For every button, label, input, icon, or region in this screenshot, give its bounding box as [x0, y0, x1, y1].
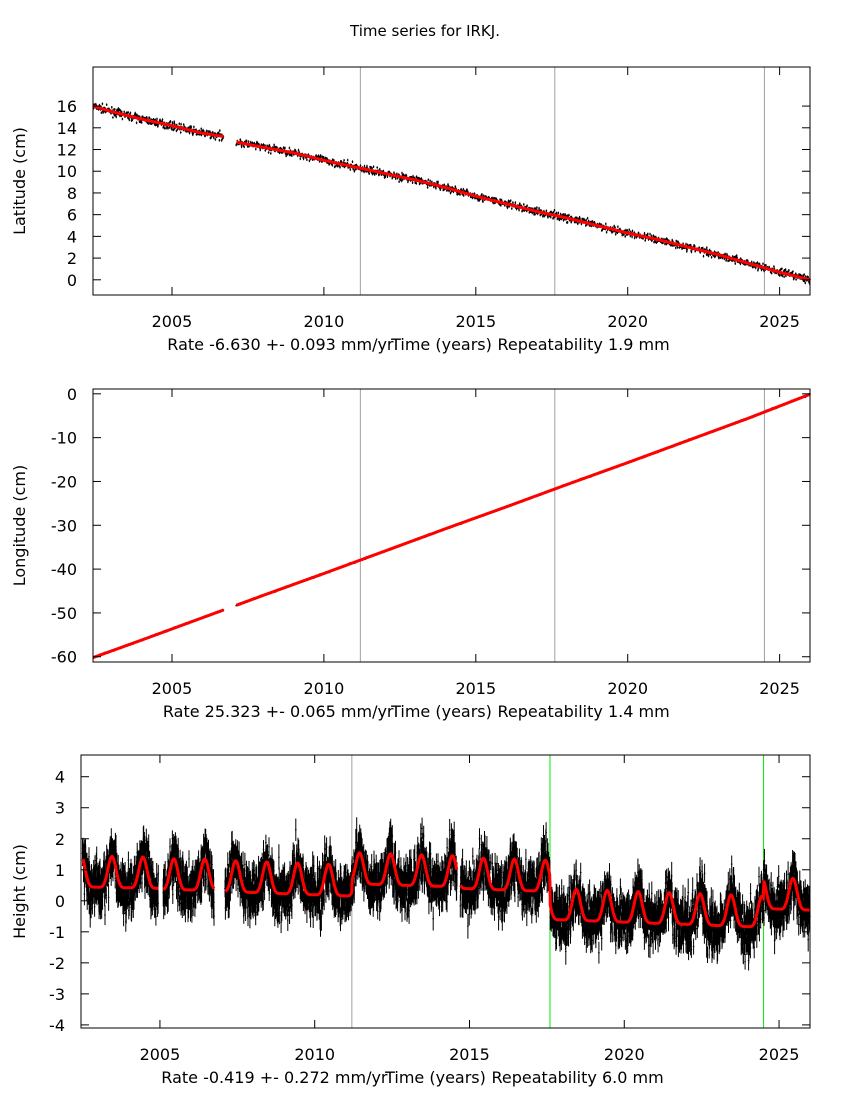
fit-line [92, 392, 811, 660]
y-tick-label: 2 [67, 249, 77, 268]
rate-label: Rate -0.419 +- 0.272 mm/yr [161, 1068, 388, 1087]
y-tick-label: 14 [57, 119, 77, 138]
repeatability-label: Repeatability 6.0 mm [492, 1068, 664, 1087]
y-tick-label: 0 [67, 271, 77, 290]
x-tick-label: 2020 [604, 1045, 645, 1064]
plot-frame [92, 66, 811, 296]
y-tick-label: 1 [55, 861, 65, 880]
y-tick-label: 12 [57, 141, 77, 160]
repeatability-label: Repeatability 1.9 mm [498, 335, 670, 354]
x-tick-label: 2005 [152, 679, 193, 698]
x-tick-label: 2015 [449, 1045, 490, 1064]
y-tick-label: 6 [67, 206, 77, 225]
y-tick-label: 8 [67, 184, 77, 203]
x-tick-label: 2015 [455, 312, 496, 331]
x-tick-label: 2015 [455, 679, 496, 698]
y-tick-label: 3 [55, 799, 65, 818]
panel-2: 2005 2010 2015 2020 2025 -4 -3 -2 -1 0 1 2 3 4 Height … [10, 754, 811, 1087]
plot-frame [80, 754, 811, 1029]
x-tick-label: 2020 [607, 679, 648, 698]
y-tick-label: -30 [51, 516, 77, 535]
y-tick-label: 4 [67, 227, 77, 246]
y-tick-label: 4 [55, 768, 65, 787]
figure-title: Time series for IRKJ. [350, 22, 500, 40]
repeatability-label: Repeatability 1.4 mm [498, 702, 670, 721]
x-tick-label: 2010 [304, 679, 345, 698]
panel-1: 2005 2010 2015 2020 2025 -60 -50 -40 -30 -20 -10 0 L… [10, 385, 811, 721]
data-points [92, 102, 811, 285]
y-tick-label: -1 [49, 923, 65, 942]
y-axis-label: Height (cm) [10, 844, 29, 939]
fit-line [92, 104, 811, 282]
panel-0: 2005 2010 2015 2020 2025 0 2 4 6 8 10 12 14 16 Latitud… [10, 66, 811, 354]
x-axis-label: Time (years) [384, 1068, 486, 1087]
y-tick-label: 16 [57, 97, 77, 116]
x-tick-label: 2010 [294, 1045, 335, 1064]
y-tick-label: 0 [55, 892, 65, 911]
x-axis-label: Time (years) [390, 702, 492, 721]
y-tick-label: 2 [55, 830, 65, 849]
y-tick-label: -50 [51, 604, 77, 623]
x-tick-label: 2020 [607, 312, 648, 331]
x-tick-label: 2005 [140, 1045, 181, 1064]
y-tick-label: -3 [49, 985, 65, 1004]
rate-label: Rate -6.630 +- 0.093 mm/yr [167, 335, 394, 354]
x-axis-label: Time (years) [390, 335, 492, 354]
x-tick-label: 2010 [304, 312, 345, 331]
data-points [81, 817, 811, 971]
fit-line [81, 851, 810, 929]
y-tick-label: -20 [51, 472, 77, 491]
y-tick-label: 10 [57, 162, 77, 181]
y-axis-label: Longitude (cm) [10, 465, 29, 587]
y-tick-label: -10 [51, 429, 77, 448]
y-tick-label: -4 [49, 1016, 65, 1035]
x-tick-label: 2025 [759, 1045, 800, 1064]
y-tick-label: -40 [51, 560, 77, 579]
y-tick-label: -60 [51, 648, 77, 667]
x-tick-label: 2005 [152, 312, 193, 331]
rate-label: Rate 25.323 +- 0.065 mm/yr [163, 702, 394, 721]
y-tick-label: -2 [49, 954, 65, 973]
y-axis-label: Latitude (cm) [10, 127, 29, 235]
y-tick-label: 0 [67, 385, 77, 404]
x-tick-label: 2025 [759, 312, 800, 331]
x-tick-label: 2025 [759, 679, 800, 698]
